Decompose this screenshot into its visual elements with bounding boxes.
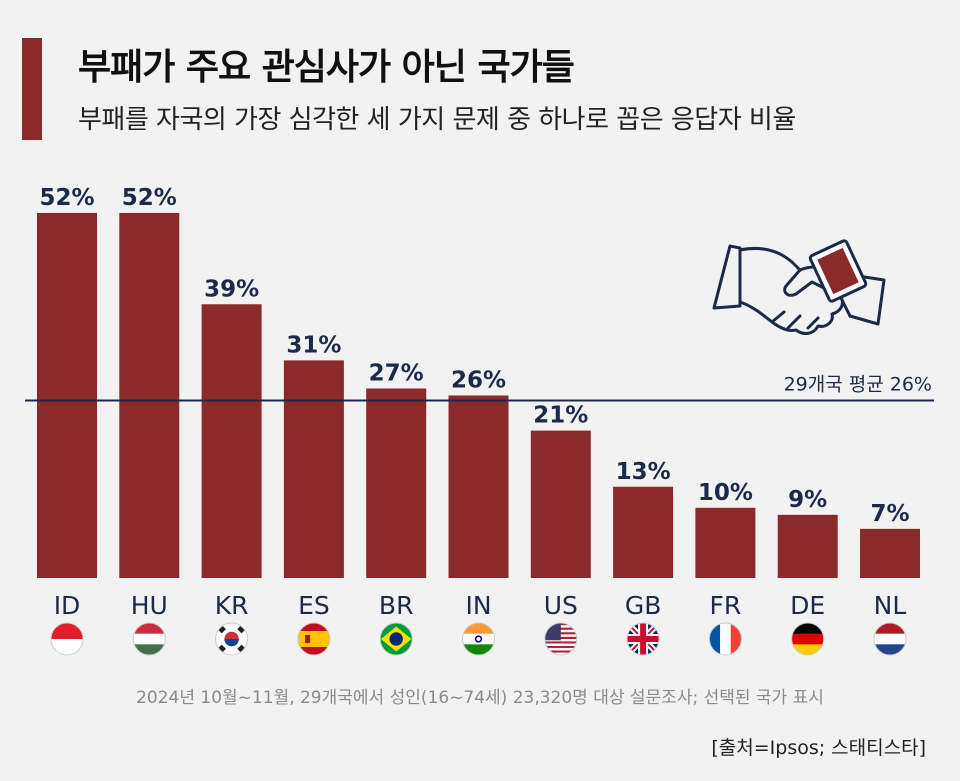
- flag-hu-icon: [132, 622, 166, 656]
- bar-es: [283, 360, 344, 578]
- bar-de: [777, 514, 838, 578]
- value-label-hu: 52%: [122, 185, 177, 211]
- bar-hu: [119, 213, 180, 578]
- category-label-fr: FR: [710, 591, 742, 620]
- category-label-hu: HU: [131, 591, 168, 620]
- chart-title: 부패가 주요 관심사가 아닌 국가들: [78, 47, 575, 88]
- value-label-es: 31%: [286, 332, 341, 358]
- category-label-in: IN: [465, 591, 491, 620]
- bar-br: [366, 388, 427, 578]
- category-label-us: US: [544, 591, 578, 620]
- chart-subtitle: 부패를 자국의 가장 심각한 세 가지 문제 중 하나로 꼽은 응답자 비율: [78, 105, 796, 135]
- flag-br-icon: [379, 622, 413, 656]
- bar-kr: [201, 304, 262, 578]
- source-credit: [출처=Ipsos; 스태티스타]: [711, 737, 926, 759]
- value-label-br: 27%: [369, 360, 424, 386]
- category-label-de: DE: [790, 591, 825, 620]
- value-label-id: 52%: [39, 185, 94, 211]
- value-label-de: 9%: [788, 487, 827, 513]
- bar-id: [37, 213, 97, 578]
- flag-gb-icon: [626, 622, 660, 656]
- flag-fr-icon: [708, 622, 742, 656]
- value-label-nl: 7%: [870, 501, 909, 527]
- value-label-fr: 10%: [698, 480, 753, 506]
- category-label-gb: GB: [625, 591, 662, 620]
- flag-nl-icon: [873, 622, 907, 656]
- value-label-kr: 39%: [204, 276, 259, 302]
- bar-us: [530, 430, 591, 578]
- category-label-nl: NL: [874, 591, 907, 620]
- survey-note: 2024년 10월~11월, 29개국에서 성인(16~74세) 23,320명…: [136, 688, 824, 708]
- value-label-gb: 13%: [616, 459, 671, 485]
- flag-id-icon: [50, 622, 84, 656]
- category-label-id: ID: [54, 591, 81, 620]
- bar-gb: [613, 486, 674, 578]
- category-label-es: ES: [298, 591, 330, 620]
- flag-de-icon: [791, 622, 825, 656]
- average-label: 29개국 평균 26%: [784, 374, 932, 396]
- flag-es-icon: [297, 622, 331, 656]
- value-label-us: 21%: [533, 403, 588, 429]
- flag-us-icon: [544, 622, 578, 656]
- category-label-br: BR: [379, 591, 414, 620]
- category-label-kr: KR: [215, 591, 249, 620]
- accent-bar: [22, 38, 42, 140]
- bar-nl: [860, 528, 920, 578]
- flag-in-icon: [462, 622, 495, 656]
- handshake-icon: [712, 239, 886, 335]
- value-label-in: 26%: [451, 368, 506, 394]
- flag-kr-icon: [215, 622, 249, 656]
- bar-fr: [695, 507, 756, 578]
- bar-in: [448, 395, 509, 578]
